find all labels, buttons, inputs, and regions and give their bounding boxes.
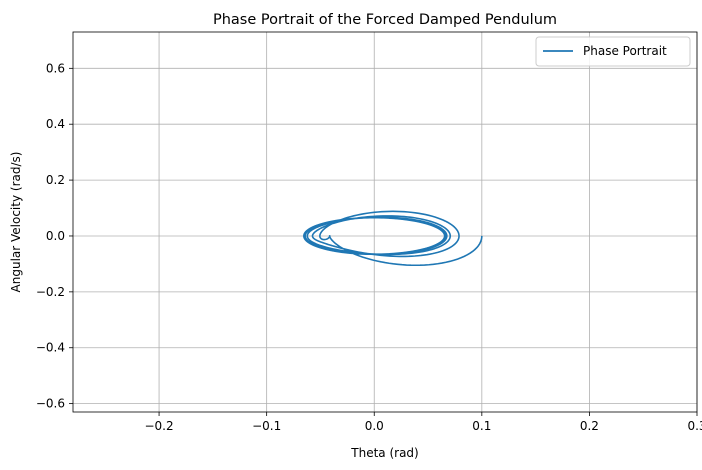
legend-box bbox=[535, 36, 691, 67]
y-tick-label: −0.6 bbox=[36, 397, 65, 411]
legend: Phase Portrait bbox=[535, 36, 691, 67]
x-tick-label: 0.0 bbox=[365, 419, 384, 433]
x-tick-label: 0.3 bbox=[687, 419, 702, 433]
y-tick-label: 0.2 bbox=[46, 173, 65, 187]
phase-portrait-line bbox=[303, 210, 483, 267]
x-tick-label: −0.1 bbox=[252, 419, 281, 433]
x-axis: −0.2 −0.1 0.0 0.1 0.2 0.3 bbox=[144, 412, 702, 433]
x-tick-label: 0.1 bbox=[472, 419, 491, 433]
chart-title: Phase Portrait of the Forced Damped Pend… bbox=[213, 12, 557, 28]
x-tick-label: 0.2 bbox=[580, 419, 599, 433]
x-tick-label: −0.2 bbox=[144, 419, 173, 433]
plot-frame bbox=[72, 31, 698, 413]
y-tick-label: −0.4 bbox=[36, 341, 65, 355]
x-axis-label: Theta (rad) bbox=[350, 446, 418, 460]
y-tick-label: 0.4 bbox=[46, 117, 65, 131]
y-tick-label: 0.0 bbox=[46, 229, 65, 243]
y-tick-label: −0.2 bbox=[36, 285, 65, 299]
y-axis: −0.6 −0.4 −0.2 0.0 0.2 0.4 0.6 bbox=[36, 61, 73, 411]
series-layer bbox=[303, 210, 483, 267]
legend-label: Phase Portrait bbox=[583, 44, 667, 58]
y-tick-label: 0.6 bbox=[46, 61, 65, 75]
y-axis-label: Angular Velocity (rad/s) bbox=[9, 152, 23, 293]
